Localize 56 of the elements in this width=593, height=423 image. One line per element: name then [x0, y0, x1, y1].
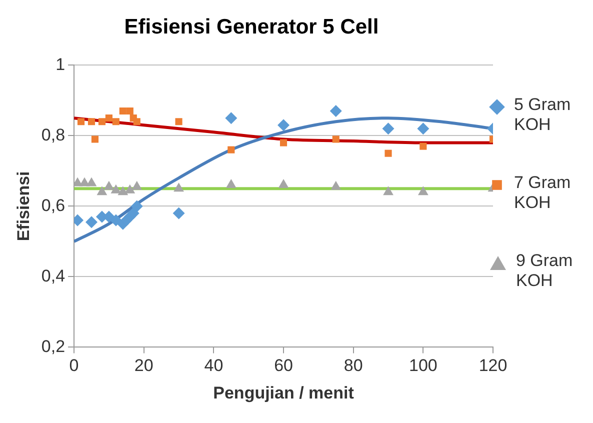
x-tick-label: 80 — [344, 356, 363, 376]
point — [226, 179, 236, 188]
point — [225, 112, 238, 124]
point — [417, 122, 430, 135]
legend-label: 5 Gram KOH — [514, 95, 572, 135]
point — [98, 118, 106, 126]
legend-label: 9 Gram KOH — [516, 251, 574, 291]
point — [86, 177, 97, 186]
point — [130, 200, 143, 212]
y-tick-label: 0,4 — [41, 266, 66, 286]
point — [228, 146, 235, 154]
x-tick-label: 60 — [274, 356, 293, 376]
point — [104, 180, 114, 190]
y-tick-label: 1 — [56, 54, 66, 74]
point — [118, 186, 128, 196]
point — [124, 184, 136, 194]
point — [77, 118, 85, 126]
point — [119, 107, 126, 115]
chart-title: Efisiensi Generator 5 Cell — [124, 15, 379, 38]
y-axis-title: Efisiensi — [14, 171, 33, 242]
x-tick-label: 100 — [408, 356, 438, 376]
point — [133, 118, 140, 126]
point — [110, 214, 122, 226]
x-tick-label: 120 — [478, 356, 508, 376]
point — [85, 216, 98, 228]
y-tick-label: 0,2 — [41, 336, 66, 356]
point — [418, 186, 428, 196]
point — [278, 179, 289, 188]
y-tick-label: 0,8 — [41, 125, 66, 144]
x-tick-label: 0 — [69, 356, 79, 376]
x-tick-label: 40 — [204, 356, 224, 376]
point — [330, 105, 342, 118]
point — [420, 142, 427, 150]
point — [332, 136, 340, 143]
point — [105, 114, 112, 122]
y-tick-label: 0,6 — [41, 196, 66, 215]
point — [383, 186, 394, 196]
legend-label: 7 Gram KOH — [514, 173, 572, 213]
point — [126, 107, 134, 115]
point — [382, 122, 394, 135]
point — [112, 118, 120, 126]
point — [91, 136, 99, 143]
point — [174, 182, 184, 192]
point — [110, 184, 122, 194]
point — [172, 207, 185, 220]
x-tick-label: 20 — [134, 356, 154, 376]
point — [278, 119, 290, 132]
point — [330, 180, 342, 190]
point — [127, 207, 140, 220]
point — [132, 180, 142, 190]
point — [384, 150, 392, 157]
point — [88, 118, 96, 126]
point — [280, 139, 288, 146]
point — [96, 186, 108, 196]
point — [175, 118, 182, 126]
x-axis-title: Pengujian / menit — [213, 383, 354, 402]
